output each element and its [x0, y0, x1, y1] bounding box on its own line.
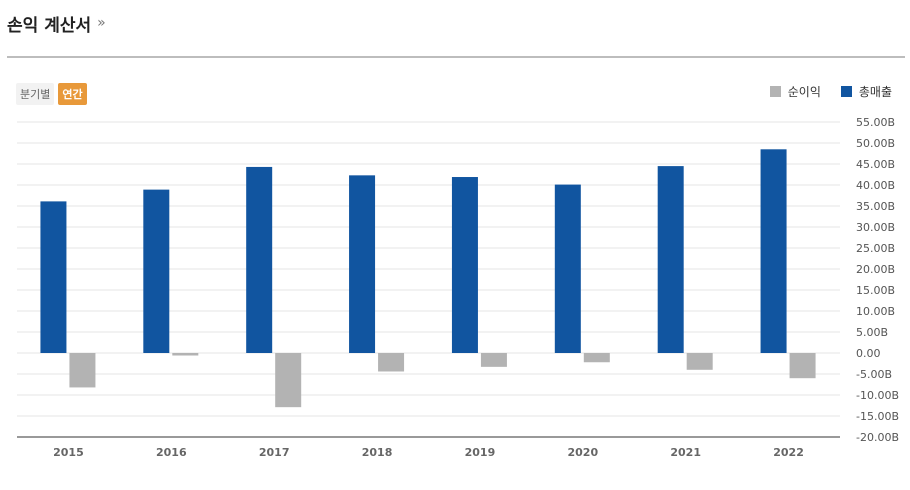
- y-tick-label: 20.00B: [856, 263, 895, 276]
- y-tick-label: -15.00B: [856, 410, 899, 423]
- x-tick-label: 2016: [156, 446, 187, 459]
- header-divider: [7, 56, 905, 58]
- section-header: 손익 계산서 »: [7, 8, 106, 38]
- bar-net-income[interactable]: [789, 353, 816, 379]
- legend-swatch-revenue: [840, 86, 852, 97]
- y-tick-label: -5.00B: [856, 368, 892, 381]
- chart-legend: 순이익 총매출: [769, 83, 892, 100]
- bar-net-income[interactable]: [480, 353, 507, 367]
- bar-revenue[interactable]: [40, 201, 67, 353]
- y-tick-label: 5.00B: [856, 326, 888, 339]
- x-tick-label: 2019: [465, 446, 496, 459]
- legend-item-net-income[interactable]: 순이익: [769, 83, 821, 100]
- y-tick-label: 55.00B: [856, 116, 895, 129]
- x-tick-label: 2020: [568, 446, 599, 459]
- tab-annual[interactable]: 연간: [58, 83, 87, 105]
- x-tick-label: 2015: [53, 446, 84, 459]
- bar-net-income[interactable]: [275, 353, 302, 408]
- x-tick-label: 2021: [670, 446, 701, 459]
- y-tick-label: 15.00B: [856, 284, 895, 297]
- y-tick-label: -20.00B: [856, 431, 899, 444]
- bar-revenue[interactable]: [451, 177, 478, 353]
- bar-revenue[interactable]: [554, 184, 581, 353]
- y-tick-label: 0.00: [856, 347, 881, 360]
- y-tick-label: 30.00B: [856, 221, 895, 234]
- tab-quarterly[interactable]: 분기별: [16, 83, 55, 105]
- bar-revenue[interactable]: [143, 189, 170, 353]
- x-tick-label: 2018: [362, 446, 393, 459]
- bar-revenue[interactable]: [657, 166, 684, 353]
- legend-label-net-income: 순이익: [787, 85, 821, 99]
- bar-net-income[interactable]: [378, 353, 405, 372]
- legend-swatch-net-income: [769, 86, 781, 97]
- legend-item-revenue[interactable]: 총매출: [840, 83, 892, 100]
- y-tick-label: 35.00B: [856, 200, 895, 213]
- x-tick-label: 2022: [773, 446, 804, 459]
- bar-revenue[interactable]: [349, 175, 376, 353]
- bar-revenue[interactable]: [760, 149, 787, 353]
- y-tick-label: -10.00B: [856, 389, 899, 402]
- period-tabs: 분기별 연간: [16, 83, 87, 105]
- more-link-icon[interactable]: »: [97, 15, 106, 31]
- bar-net-income[interactable]: [686, 353, 713, 370]
- y-tick-label: 10.00B: [856, 305, 895, 318]
- bar-net-income[interactable]: [69, 353, 96, 388]
- bar-net-income[interactable]: [172, 353, 199, 356]
- y-tick-label: 50.00B: [856, 137, 895, 150]
- x-tick-label: 2017: [259, 446, 290, 459]
- legend-label-revenue: 총매출: [858, 85, 892, 99]
- y-tick-label: 40.00B: [856, 179, 895, 192]
- section-title: 손익 계산서: [7, 15, 92, 36]
- y-tick-label: 25.00B: [856, 242, 895, 255]
- y-tick-label: 45.00B: [856, 158, 895, 171]
- bar-net-income[interactable]: [583, 353, 610, 363]
- bar-revenue[interactable]: [246, 166, 273, 353]
